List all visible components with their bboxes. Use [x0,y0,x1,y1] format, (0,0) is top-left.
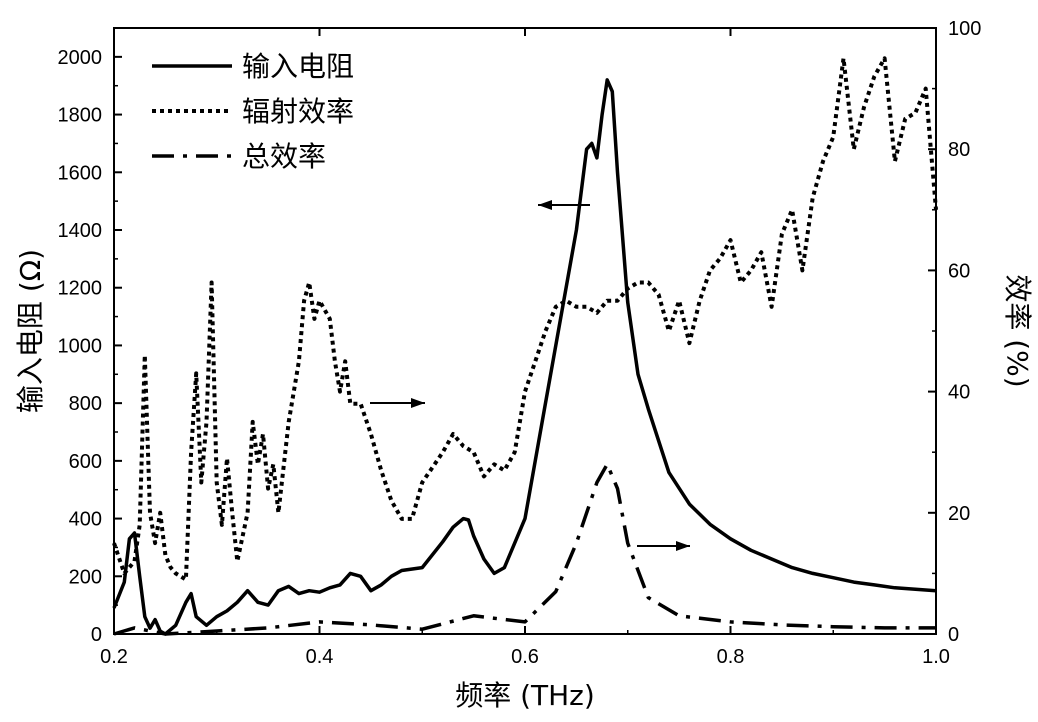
arrow-head-3 [676,541,690,551]
arrow-head-1 [538,200,552,210]
y-right-tick-label: 80 [948,139,970,161]
legend-label-3: 总效率 [242,140,326,173]
y-right-tick-label: 20 [948,503,970,525]
y-axis-left-label: 输入电阻 (Ω) [14,249,47,413]
series-line-2 [112,56,938,582]
y-left-tick-label: 400 [69,509,102,531]
arrow-head-2 [411,398,425,408]
series-group [112,56,938,636]
y-left-tick-label: 0 [91,624,102,646]
y-right-tick-label: 40 [948,382,970,404]
y-right-tick-label: 0 [948,624,959,646]
series-line-3 [113,462,936,636]
legend-label-2: 辐射效率 [242,95,354,128]
x-tick-label: 0.2 [100,646,128,668]
y-left-tick-label: 1000 [58,335,103,357]
x-tick-label: 0.6 [511,646,539,668]
annotation-arrows [370,200,690,551]
axis-ticks: 0.2 0.4 0.6 0.8 1.00200400600800100012001400… [58,18,982,668]
plot-frame [113,27,937,635]
y-right-tick-label: 60 [948,260,970,282]
series-line-1 [112,78,937,636]
x-axis-label: 频率 (THz) [455,679,595,712]
y-left-tick-label: 1600 [58,162,103,184]
y-left-tick-label: 2000 [58,47,103,69]
plot-area [113,27,937,635]
y-left-tick-label: 1800 [58,105,103,127]
axis-titles: 频率 (THz) 输入电阻 (Ω) 效率 (%) [14,249,1034,712]
y-axis-right-label: 效率 (%) [1001,274,1034,387]
x-tick-label: 0.4 [306,646,334,668]
x-tick-label: 0.8 [717,646,745,668]
y-right-tick-label: 100 [948,18,981,40]
y-left-tick-label: 800 [69,393,102,415]
y-left-tick-label: 1400 [58,220,103,242]
y-left-tick-label: 600 [69,451,102,473]
y-left-tick-label: 1200 [58,278,103,300]
legend-label-1: 输入电阻 [242,50,354,83]
x-tick-label: 1.0 [922,646,950,668]
y-left-tick-label: 200 [69,566,102,588]
